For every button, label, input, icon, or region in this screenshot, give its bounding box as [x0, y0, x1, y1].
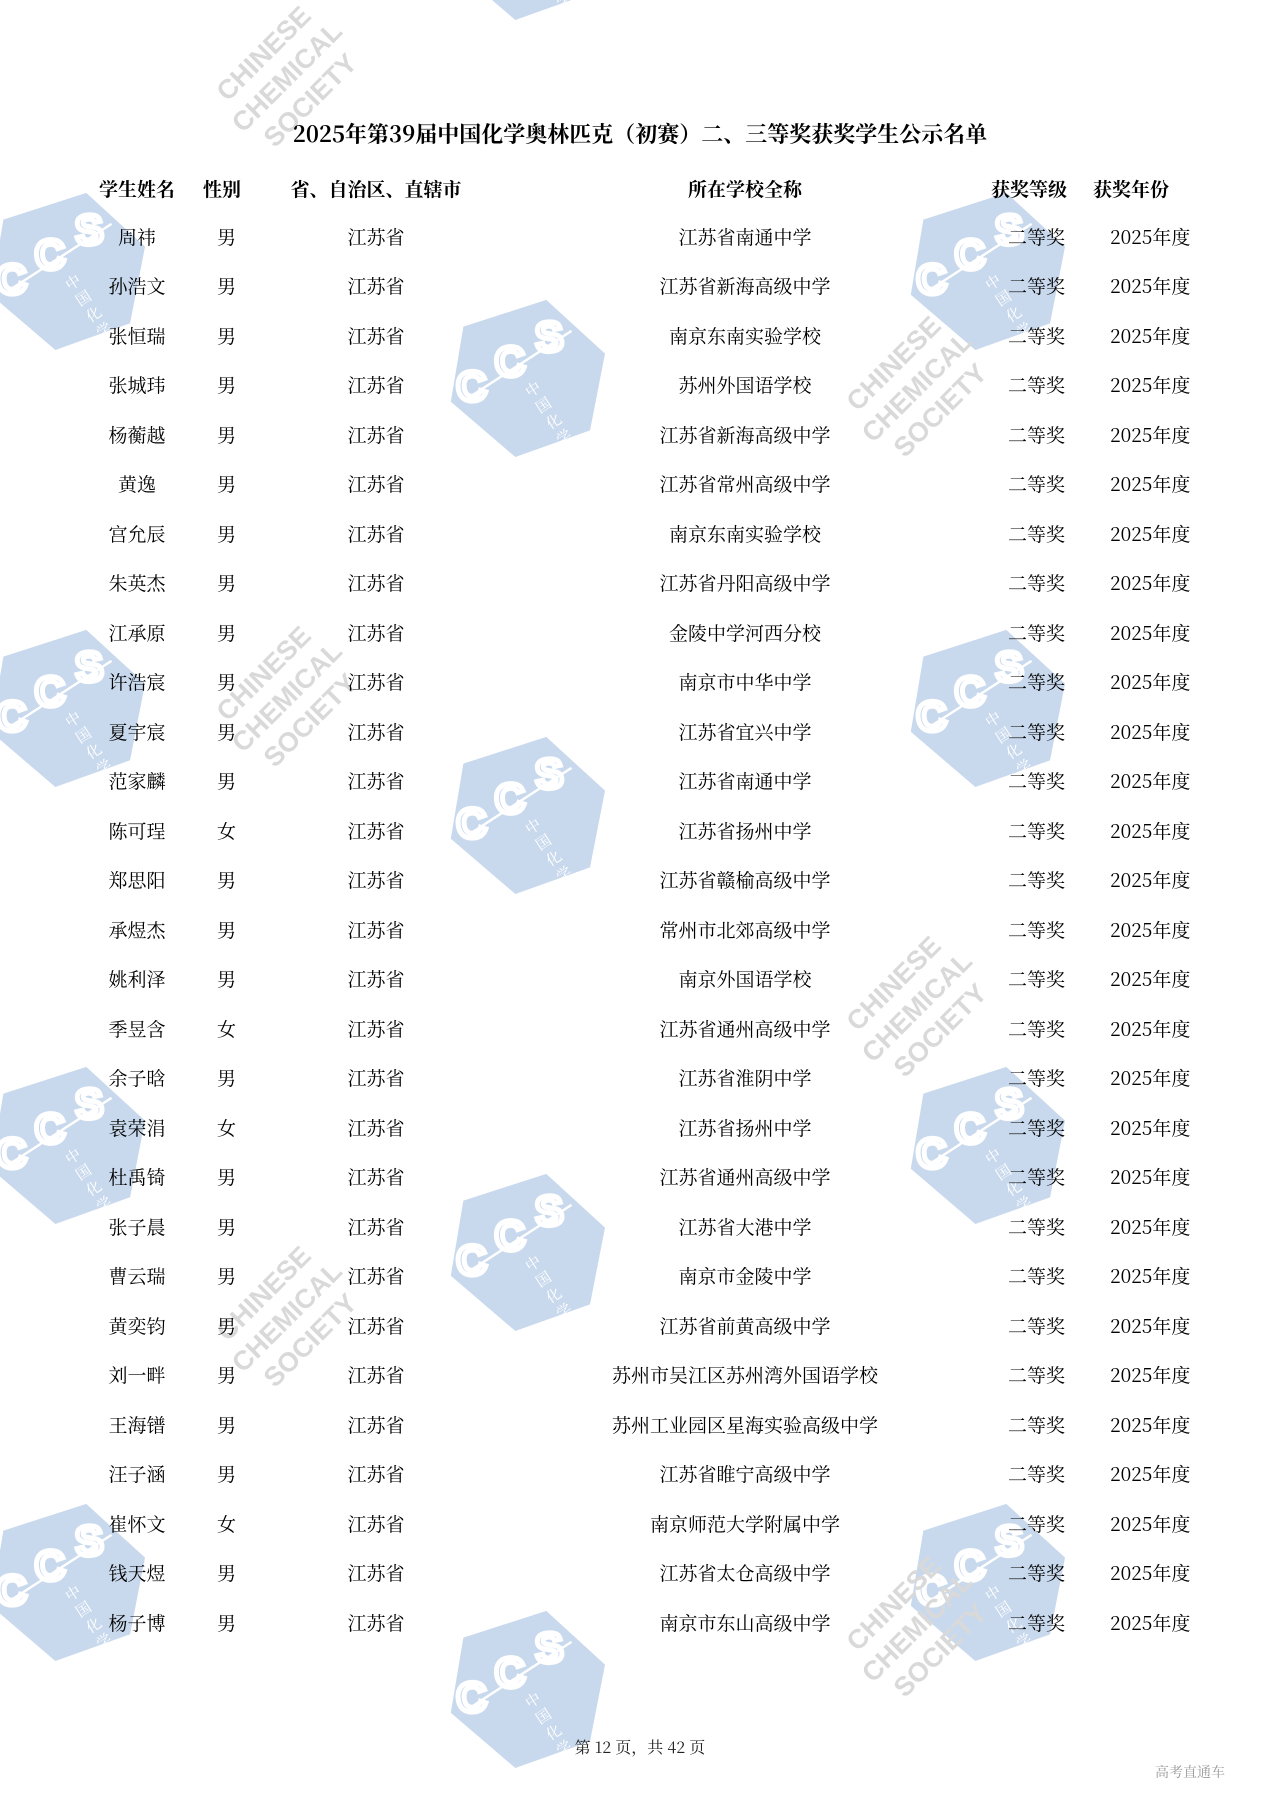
svg-text:C: C — [455, 1673, 489, 1722]
svg-text:学: 学 — [552, 0, 576, 13]
svg-text:CHINESE: CHINESE — [211, 1, 317, 107]
svg-text:国: 国 — [531, 1703, 555, 1729]
svg-text:中: 中 — [521, 1687, 545, 1713]
svg-text:会: 会 — [562, 3, 586, 29]
